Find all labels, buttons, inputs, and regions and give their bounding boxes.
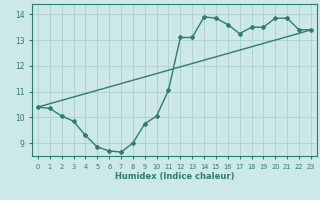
X-axis label: Humidex (Indice chaleur): Humidex (Indice chaleur) xyxy=(115,172,234,181)
